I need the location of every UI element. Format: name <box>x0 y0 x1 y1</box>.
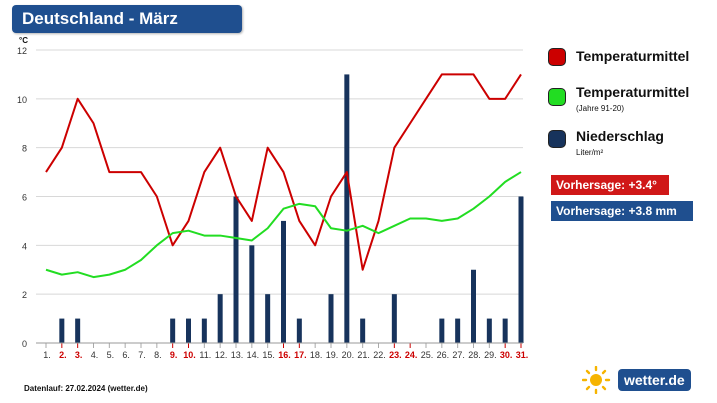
legend-sub-temperature-normal: (Jahre 91-20) <box>576 104 625 113</box>
x-tick-label: 16. <box>278 350 291 360</box>
y-tick-label: 10 <box>17 95 27 105</box>
legend-label-temperature-normal: Temperaturmittel <box>576 84 690 100</box>
precipitation-bar <box>75 318 81 343</box>
precipitation-bar <box>471 269 476 343</box>
legend-label-precipitation: Niederschlag <box>576 128 664 144</box>
y-tick-label: 8 <box>22 144 27 154</box>
legend-swatch-temperature <box>548 48 566 66</box>
precipitation-bar <box>217 294 223 343</box>
x-tick-label: 29. <box>484 350 497 360</box>
legend-swatch-precipitation <box>548 130 566 148</box>
x-tick-label: 10. <box>183 350 196 360</box>
page-title: Deutschland - März <box>12 5 242 33</box>
precipitation-bar <box>518 196 524 343</box>
temperature-normal-line <box>45 171 522 279</box>
x-tick-label: 2. <box>59 350 67 360</box>
x-tick-label: 19. <box>326 350 339 360</box>
precipitation-bar <box>439 318 445 343</box>
y-tick-label: 4 <box>22 241 27 251</box>
precipitation-bar <box>170 318 176 343</box>
x-tick-label: 24. <box>405 350 418 360</box>
x-tick-label: 25. <box>421 350 434 360</box>
precipitation-bar <box>296 318 302 343</box>
precipitation-bar <box>455 318 461 343</box>
y-tick-label: 12 <box>17 46 27 56</box>
x-tick-label: 31. <box>516 350 529 360</box>
x-tick-label: 26. <box>437 350 450 360</box>
x-tick-label: 30. <box>500 350 513 360</box>
y-tick-label: 0 <box>22 339 27 349</box>
precipitation-bar <box>265 294 271 343</box>
x-tick-label: 3. <box>75 350 83 360</box>
precipitation-bar <box>201 318 207 343</box>
x-tick-label: 11. <box>199 350 211 360</box>
y-axis-label: °C <box>19 36 28 45</box>
x-tick-label: 21. <box>357 350 370 360</box>
x-tick-label: 18. <box>310 350 323 360</box>
x-tick-label: 5. <box>107 350 115 360</box>
x-tick-label: 20. <box>342 350 355 360</box>
forecast-precipitation-badge: Vorhersage: +3.8 mm <box>551 201 693 221</box>
legend-label-temperature: Temperaturmittel <box>576 48 690 64</box>
temperature-line <box>45 73 522 271</box>
logo-text: wetter.de <box>618 369 691 391</box>
x-tick-label: 22. <box>373 350 386 360</box>
forecast-temperature-badge: Vorhersage: +3.4° <box>551 175 669 195</box>
wetter-logo[interactable]: wetter.de <box>582 366 694 394</box>
precipitation-bar <box>281 220 286 343</box>
x-tick-label: 7. <box>138 350 146 360</box>
data-run-note: Datenlauf: 27.02.2024 (wetter.de) <box>24 384 148 393</box>
x-tick-label: 6. <box>122 350 130 360</box>
precipitation-bar <box>186 318 191 343</box>
x-tick-label: 17. <box>294 350 307 360</box>
x-tick-label: 12. <box>215 350 228 360</box>
x-tick-label: 9. <box>170 350 178 360</box>
precipitation-bar <box>344 74 350 344</box>
x-tick-label: 27. <box>452 350 465 360</box>
legend-sub-precipitation: Liter/m² <box>576 148 604 157</box>
x-tick-label: 14. <box>247 350 260 360</box>
x-tick-label: 13. <box>231 350 244 360</box>
x-tick-label: 8. <box>154 350 162 360</box>
x-tick-label: 15. <box>262 350 275 360</box>
x-tick-label: 28. <box>468 350 481 360</box>
precipitation-bar <box>502 318 508 343</box>
sun-icon <box>582 366 611 394</box>
precipitation-bar <box>486 318 492 343</box>
x-tick-label: 23. <box>389 350 402 360</box>
y-tick-label: 2 <box>22 290 27 300</box>
x-tick-label: 1. <box>43 350 51 360</box>
precipitation-bar <box>360 318 366 343</box>
precipitation-bar <box>391 294 397 343</box>
legend-swatch-temperature-normal <box>548 88 566 106</box>
precipitation-bar <box>249 245 255 343</box>
precipitation-bar <box>328 294 334 343</box>
precipitation-bar <box>59 318 65 343</box>
x-tick-label: 4. <box>91 350 99 360</box>
y-tick-label: 6 <box>22 193 27 203</box>
precipitation-bar <box>233 196 239 343</box>
